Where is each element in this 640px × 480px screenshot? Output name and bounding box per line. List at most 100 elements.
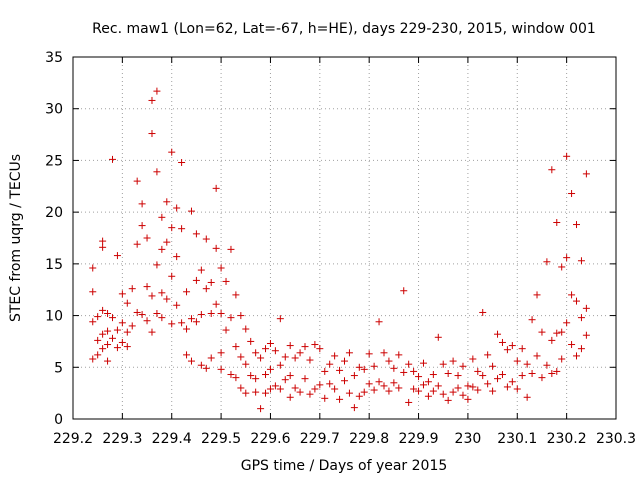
data-point — [237, 384, 245, 392]
data-point — [345, 389, 353, 397]
data-point — [133, 308, 141, 316]
data-point — [276, 361, 284, 369]
data-point — [291, 354, 299, 362]
data-point — [163, 198, 171, 206]
data-point — [326, 360, 334, 368]
data-point — [252, 349, 260, 357]
data-point — [232, 374, 240, 382]
data-point — [434, 382, 442, 390]
data-point — [178, 158, 186, 166]
data-point — [424, 378, 432, 386]
axis-ticks — [72, 56, 617, 420]
data-point — [237, 312, 245, 320]
data-point — [128, 285, 136, 293]
data-point — [173, 301, 181, 309]
data-point — [104, 310, 112, 318]
data-point — [553, 367, 561, 375]
data-point — [118, 319, 126, 327]
data-point — [222, 326, 230, 334]
x-tick-label: 230.3 — [596, 431, 636, 447]
data-point — [123, 343, 131, 351]
data-point — [415, 373, 423, 381]
data-point — [523, 360, 531, 368]
data-point — [558, 328, 566, 336]
data-point — [173, 253, 181, 261]
data-point — [108, 155, 116, 163]
data-point — [113, 326, 121, 334]
data-point — [108, 314, 116, 322]
data-point — [301, 343, 309, 351]
data-point — [434, 333, 442, 341]
data-point — [385, 387, 393, 395]
data-point — [202, 235, 210, 243]
data-point — [143, 234, 151, 242]
data-point — [104, 341, 112, 349]
y-tick-label: 25 — [45, 153, 63, 169]
data-point — [419, 381, 427, 389]
data-point — [133, 240, 141, 248]
data-point — [479, 308, 487, 316]
data-point — [242, 389, 250, 397]
data-point — [316, 381, 324, 389]
data-point — [128, 322, 136, 330]
data-point — [183, 351, 191, 359]
data-point — [454, 384, 462, 392]
data-point — [568, 341, 576, 349]
data-point — [158, 289, 166, 297]
data-point — [217, 349, 225, 357]
data-point — [143, 283, 151, 291]
data-point — [454, 372, 462, 380]
data-point — [405, 360, 413, 368]
data-point — [494, 330, 502, 338]
x-tick-label: 229.3 — [102, 431, 142, 447]
data-point — [168, 224, 176, 232]
data-point — [217, 264, 225, 272]
data-point — [296, 349, 304, 357]
data-point — [553, 329, 561, 337]
data-point — [212, 244, 220, 252]
data-point — [138, 311, 146, 319]
data-point — [148, 130, 156, 138]
data-point — [439, 360, 447, 368]
data-point — [474, 386, 482, 394]
data-point — [321, 394, 329, 402]
data-point — [538, 328, 546, 336]
data-point — [108, 334, 116, 342]
data-point — [341, 357, 348, 365]
data-point — [316, 345, 324, 353]
data-point — [410, 367, 418, 375]
data-point — [257, 354, 265, 362]
data-point — [148, 292, 156, 300]
data-point — [153, 261, 161, 269]
data-point — [582, 331, 590, 339]
data-point — [568, 190, 576, 198]
data-point — [99, 330, 107, 338]
data-point — [242, 360, 250, 368]
x-tick-label: 229.9 — [398, 431, 438, 447]
data-point — [217, 310, 225, 318]
data-point — [104, 357, 112, 365]
data-point — [563, 254, 571, 262]
x-tick-labels: 229.2 229.3 229.4 229.5 229.6 229.7 229.8 229.9… — [53, 431, 636, 447]
grid-lines — [73, 57, 616, 419]
data-point — [523, 393, 531, 401]
data-point — [484, 380, 492, 388]
data-point — [444, 396, 452, 404]
data-point — [350, 372, 358, 380]
data-point — [563, 319, 571, 327]
data-point — [449, 357, 457, 365]
data-point — [168, 148, 176, 156]
data-point — [577, 257, 585, 265]
data-point — [113, 344, 121, 352]
data-point — [326, 380, 334, 388]
data-point — [207, 310, 215, 318]
data-point — [89, 355, 97, 363]
data-point — [360, 388, 368, 396]
data-point — [262, 345, 270, 353]
data-point — [395, 351, 403, 359]
data-point — [247, 372, 255, 380]
data-point — [118, 290, 126, 298]
data-point — [94, 351, 102, 359]
data-point — [419, 359, 427, 367]
data-point — [168, 320, 176, 328]
